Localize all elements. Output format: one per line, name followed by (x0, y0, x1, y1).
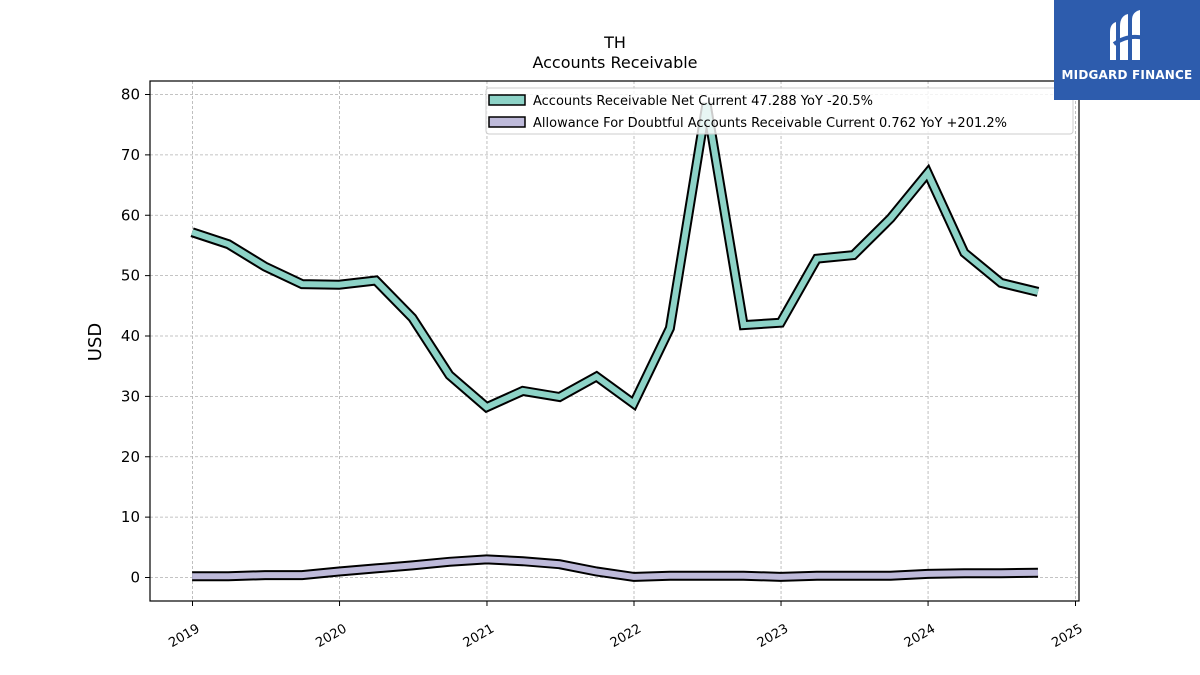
grid (150, 81, 1079, 601)
chart-title: TH (603, 33, 626, 52)
series-2-line (192, 556, 1039, 580)
x-tick-label: 2021 (461, 621, 497, 651)
series-layer (190, 102, 1040, 582)
x-tick-label: 2023 (755, 621, 791, 651)
legend-label-1: Accounts Receivable Net Current 47.288 Y… (533, 94, 873, 109)
y-tick-label: 10 (121, 508, 140, 526)
legend-swatch-2 (488, 116, 526, 128)
x-tick-label: 2024 (902, 621, 938, 651)
legend: Accounts Receivable Net Current 47.288 Y… (485, 87, 1074, 135)
plot-frame (149, 80, 1080, 602)
y-tick-label: 30 (121, 387, 140, 405)
x-tick-label: 2019 (166, 621, 202, 651)
y-tick-label: 20 (121, 448, 140, 466)
series-1-line (191, 103, 1039, 411)
series-1-outline (190, 102, 1040, 414)
logo-text: MIDGARD FINANCE (1061, 68, 1193, 82)
y-axis-label: USD (85, 323, 106, 361)
y-tick-label: 0 (130, 569, 140, 587)
x-tick-label: 2025 (1049, 621, 1085, 651)
legend-label-2: Allowance For Doubtful Accounts Receivab… (533, 116, 1007, 131)
midgard-logo-icon (1110, 10, 1145, 60)
legend-swatch-1 (488, 94, 526, 106)
y-tick-label: 80 (121, 86, 140, 104)
axes: 0 10 20 30 40 50 60 70 80 2019 2020 2021 2022 2023 202… (121, 80, 1086, 651)
y-tick-label: 70 (121, 146, 140, 164)
y-tick-label: 40 (121, 327, 140, 345)
y-tick-label: 60 (121, 206, 140, 224)
y-tick-label: 50 (121, 267, 140, 285)
x-tick-label: 2022 (608, 621, 644, 651)
brand-logo: MIDGARD FINANCE (1054, 0, 1200, 100)
x-tick-label: 2020 (313, 621, 349, 651)
legend-box (485, 87, 1074, 135)
chart-subtitle: Accounts Receivable (532, 53, 697, 72)
